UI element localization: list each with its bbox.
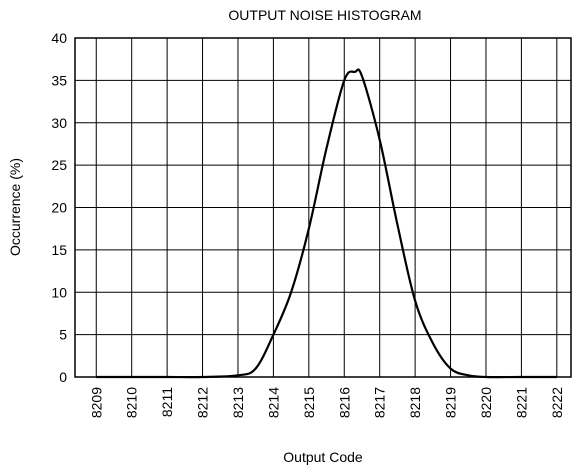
y-tick-label: 20 — [51, 200, 67, 216]
y-tick-label: 40 — [51, 30, 67, 46]
x-tick-label: 8220 — [478, 387, 494, 418]
x-tick-label: 8215 — [301, 387, 317, 418]
y-tick-label: 25 — [51, 157, 67, 173]
y-tick-label: 5 — [59, 327, 67, 343]
y-tick-label: 35 — [51, 72, 67, 88]
x-tick-label: 8217 — [372, 387, 388, 418]
data-line — [96, 68, 557, 379]
x-tick-label: 8222 — [549, 387, 565, 418]
y-tick-label: 30 — [51, 115, 67, 131]
x-tick-label: 8210 — [124, 387, 140, 418]
y-tick-label: 0 — [59, 369, 67, 385]
x-tick-label: 8212 — [195, 387, 211, 418]
x-tick-label: 8211 — [159, 387, 175, 417]
x-tick-label: 8219 — [443, 387, 459, 418]
x-tick-label: 8216 — [336, 387, 352, 418]
y-tick-label: 10 — [51, 284, 67, 300]
x-tick-label: 8214 — [265, 387, 281, 418]
plot-frame — [74, 37, 572, 378]
x-tick-label: 8221 — [513, 387, 529, 418]
x-tick-label: 8213 — [230, 387, 246, 418]
y-axis-title: Occurrence (%) — [7, 158, 23, 256]
x-tick-label: 8218 — [407, 387, 423, 418]
x-tick-label: 8209 — [88, 387, 104, 418]
y-tick-label: 15 — [51, 242, 67, 258]
chart-title: OUTPUT NOISE HISTOGRAM — [228, 7, 421, 23]
x-axis-title: Output Code — [283, 449, 363, 465]
